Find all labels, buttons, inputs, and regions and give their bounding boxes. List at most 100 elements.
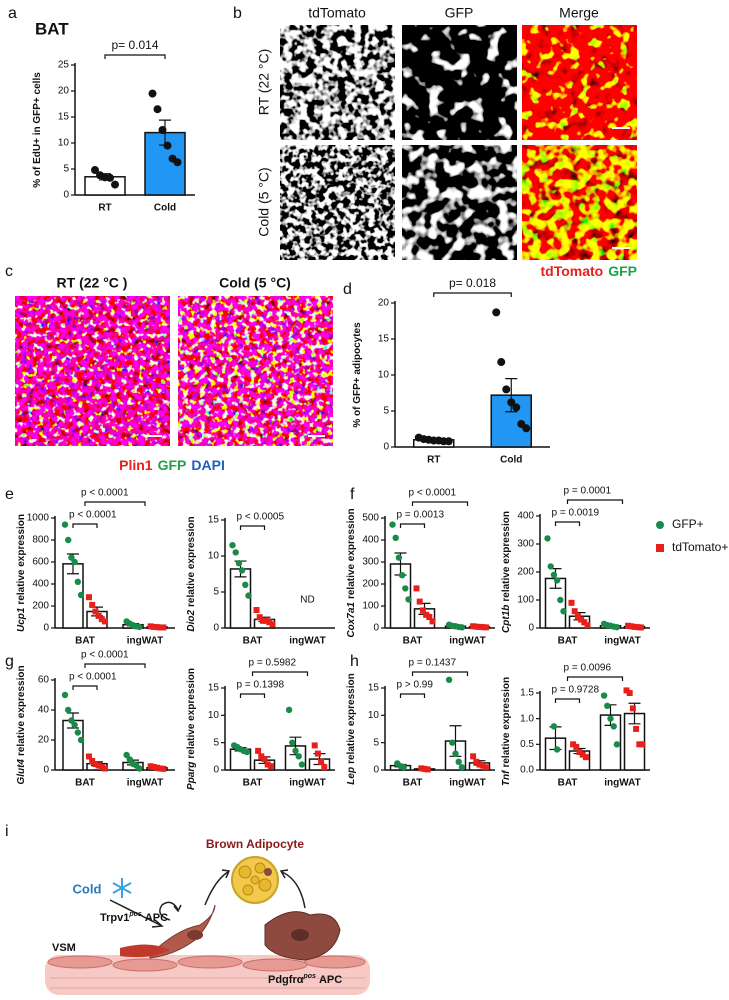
p-value: p < 0.0001 [81, 488, 129, 499]
y-axis-label: Lep relative expression [346, 673, 357, 784]
image [178, 296, 333, 446]
legend-marker [656, 544, 664, 552]
image [522, 145, 637, 260]
not-detected: ND [300, 595, 314, 606]
label-part: relative expression [501, 677, 512, 768]
y-axis-label: Pparg relative expression [186, 668, 197, 790]
data-point [634, 624, 641, 631]
data-point [150, 764, 157, 770]
legend-marker [656, 521, 664, 529]
panel-label: d [343, 281, 352, 298]
x-tick-label: RT [98, 203, 111, 214]
data-point [473, 758, 480, 765]
data-point [77, 736, 85, 744]
data-point [269, 621, 276, 628]
data-point [253, 607, 260, 613]
data-point [61, 691, 69, 699]
data-point [243, 748, 251, 756]
data-point [91, 166, 99, 175]
y-tick-label: 0 [63, 190, 69, 201]
y-tick-label: 0 [528, 623, 534, 634]
y-tick-label: 25 [58, 60, 70, 71]
x-tick-label: BAT [243, 778, 263, 789]
significance-bracket [433, 292, 512, 297]
y-tick-label: 40 [38, 705, 50, 716]
panel-label: i [5, 823, 9, 840]
y-tick-label: 0 [373, 623, 379, 634]
diagram [45, 856, 370, 995]
y-tick-label: 10 [208, 710, 220, 721]
data-point [238, 567, 246, 574]
gene-name: Tnf [501, 769, 512, 786]
data-point [560, 608, 567, 615]
data-point [550, 571, 558, 578]
data-point [157, 765, 164, 772]
data-point [502, 385, 511, 394]
data-point [421, 765, 428, 772]
y-tick-label: 500 [362, 513, 379, 524]
p-value: p = 0.0019 [552, 508, 600, 519]
significance-bracket [399, 523, 426, 528]
data-point [455, 758, 462, 765]
data-point [163, 141, 172, 150]
data-point [547, 563, 554, 570]
x-tick-label: BAT [558, 636, 578, 647]
y-axis-label: Cpt1b relative expression [501, 511, 512, 633]
p-value: p = 0.0013 [397, 510, 445, 521]
p-value: p= 0.014 [111, 38, 158, 52]
nucleus [264, 868, 272, 876]
diagram-label: Trpv1pos APC [100, 911, 168, 924]
diagram-label: Cold [73, 881, 102, 896]
label-part: relative expression [346, 673, 357, 764]
data-point [613, 623, 621, 631]
p-value: p = 0.1398 [237, 680, 285, 691]
y-tick-label: 400 [32, 579, 49, 590]
panel-label: e [5, 486, 14, 503]
y-tick-label: 20 [378, 298, 390, 309]
data-point [579, 751, 586, 758]
data-point [452, 750, 459, 757]
y-tick-label: 5 [213, 737, 219, 748]
y-tick-label: 1.0 [520, 713, 534, 724]
data-point [392, 534, 399, 541]
data-point [582, 754, 589, 761]
gene-name: Ucp1 [16, 607, 27, 632]
gene-name: Pparg [186, 762, 197, 790]
y-tick-label: 15 [208, 683, 220, 694]
data-point [636, 741, 643, 748]
significance-bracket [411, 671, 469, 676]
label-part: APC [319, 974, 342, 986]
arrows [109, 869, 306, 928]
y-tick-label: 400 [362, 535, 379, 546]
data-point [136, 765, 143, 772]
data-point [95, 612, 102, 619]
data-point [573, 743, 580, 750]
data-point [89, 601, 96, 608]
significance-bracket [104, 54, 166, 59]
vsm-cells [47, 955, 366, 972]
diagram-label: Brown Adipocyte [206, 837, 305, 851]
data-point [507, 398, 516, 407]
column-label: tdTomato [308, 5, 366, 21]
y-tick-label: 300 [517, 539, 534, 550]
data-point [318, 758, 325, 765]
data-point [444, 437, 453, 446]
data-point [639, 741, 646, 748]
data-point [637, 624, 644, 631]
column-label: Merge [559, 5, 599, 21]
data-point [470, 623, 477, 630]
data-point [458, 624, 466, 631]
diagram-label: Pdgfrαpos APC [268, 973, 342, 986]
data-point [154, 764, 160, 771]
p-value: p < 0.0001 [69, 510, 117, 521]
x-tick-label: Cold [154, 203, 176, 214]
image [522, 25, 637, 140]
data-point [557, 596, 564, 604]
data-point [65, 536, 72, 544]
p-value: p = 0.5982 [249, 658, 297, 669]
label-sup: pos [128, 911, 142, 918]
data-point [389, 521, 396, 528]
data-point [321, 764, 328, 771]
vsm-cell-red [120, 944, 170, 958]
